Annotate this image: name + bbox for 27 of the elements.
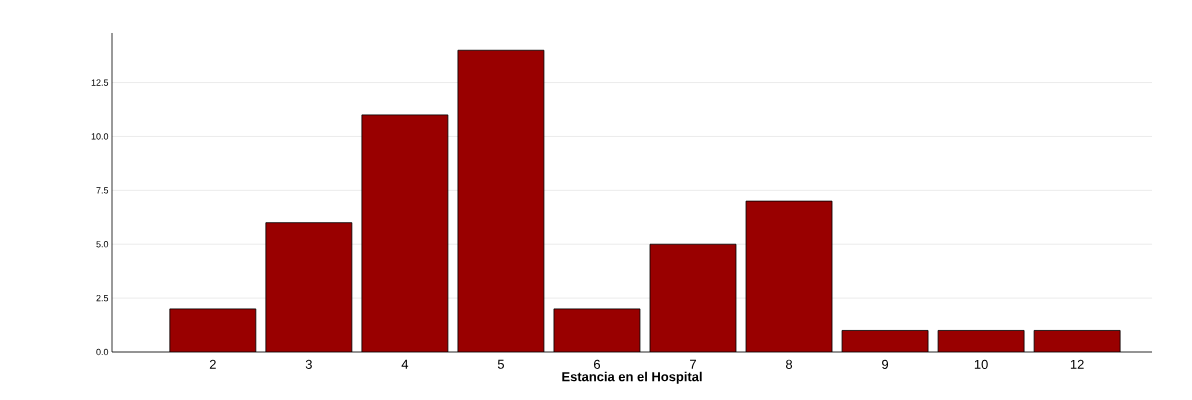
bar [1033, 330, 1121, 352]
x-tick-label: 8 [785, 359, 793, 369]
x-tick-label: 7 [690, 359, 696, 369]
y-tick-label: 2.5 [96, 294, 109, 302]
x-axis-title: Estancia en el Hospital [562, 371, 702, 384]
x-tick-label: 9 [882, 359, 889, 369]
x-tick-label: 3 [305, 359, 312, 369]
x-tick-label: 10 [974, 359, 988, 369]
y-tick-label: 12.5 [91, 79, 109, 86]
y-tick-label: 5.0 [96, 241, 109, 248]
x-tick-label: 6 [594, 359, 600, 369]
bar [649, 244, 736, 352]
y-tick-label: 7.5 [96, 187, 109, 194]
y-tick-label: 0.0 [96, 348, 109, 356]
x-tick-label: 12 [1070, 359, 1084, 369]
bar [746, 201, 833, 352]
bar [457, 50, 544, 352]
bar [553, 308, 640, 352]
x-tick-label: 5 [497, 359, 504, 369]
bar [169, 308, 256, 352]
bar [938, 330, 1025, 352]
y-tick-label: 10.0 [91, 133, 109, 140]
bar [842, 330, 929, 352]
x-tick-label: 2 [209, 359, 216, 369]
x-tick-label: 4 [401, 359, 409, 369]
bar [265, 222, 352, 352]
bar [361, 114, 448, 352]
